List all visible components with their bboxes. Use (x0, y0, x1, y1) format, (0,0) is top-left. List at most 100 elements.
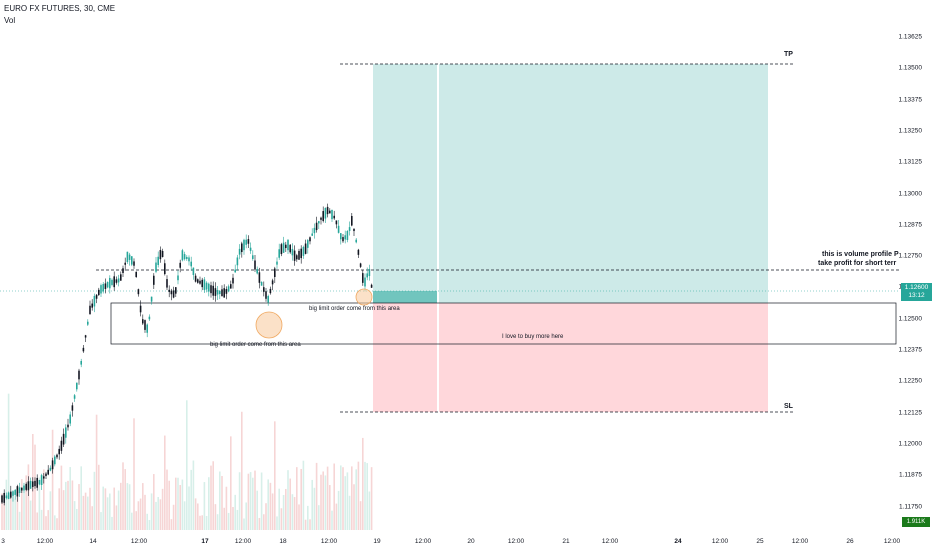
volume-bar (142, 483, 144, 530)
candle-body (219, 290, 221, 295)
time-tick: 12:00 (414, 538, 432, 545)
volume-bar (342, 467, 344, 530)
candle-body (370, 284, 373, 288)
candle-body (362, 273, 364, 283)
candle-body (241, 243, 243, 253)
symbol-title[interactable]: EURO FX FUTURES, 30, CME (4, 4, 116, 13)
candle-body (302, 246, 305, 256)
volume-bar (65, 481, 67, 530)
candle-body (27, 481, 30, 491)
bar-countdown: 13:12 (908, 292, 925, 299)
candle-body (40, 475, 43, 485)
candle-body (210, 285, 212, 294)
volume-bar (25, 475, 27, 530)
volume-profile-note-2[interactable]: take profit for short terr (818, 260, 897, 267)
volume-bar (113, 487, 115, 530)
limit-order-circle-1 (255, 311, 283, 339)
candle-body (245, 239, 247, 245)
candle-body (98, 289, 100, 295)
volume-bar (351, 466, 353, 530)
candle-body (192, 267, 195, 276)
candle-body (115, 279, 118, 283)
volume-bar (260, 472, 263, 530)
candle-body (278, 249, 280, 258)
candle-body (62, 433, 65, 445)
candle-body (155, 262, 157, 272)
candle-body (318, 221, 320, 224)
time-tick: 12:00 (234, 538, 252, 545)
tp-label[interactable]: TP (784, 51, 793, 58)
candle-body (216, 290, 219, 295)
volume-bar (23, 493, 25, 530)
candle-body (315, 222, 318, 231)
volume-bar (285, 488, 287, 530)
price-tick: 1.12125 (898, 409, 923, 417)
time-tick: 19 (373, 538, 381, 545)
candle-body (100, 285, 102, 294)
volume-bar (326, 466, 329, 530)
candle-body (45, 473, 47, 477)
price-tick: 1.12750 (898, 252, 923, 260)
candle-body (355, 239, 357, 243)
candle-body (348, 227, 351, 231)
volume-bar (137, 501, 140, 530)
candle-body (227, 286, 230, 292)
volume-bar (208, 477, 210, 530)
volume-bar (216, 514, 219, 530)
volume-bar (298, 504, 300, 530)
volume-bar (280, 508, 283, 530)
volume-bar (348, 495, 351, 530)
candle-body (21, 487, 23, 491)
volume-profile-note-1[interactable]: this is volume profile P (822, 251, 899, 258)
volume-bar (309, 519, 311, 530)
volume-bar (10, 494, 12, 530)
time-tick: 18 (279, 538, 287, 545)
volume-bar (76, 508, 78, 530)
candle-body (65, 427, 67, 438)
buy-more-note[interactable]: I love to buy more here (502, 334, 564, 340)
volume-bar (315, 462, 318, 530)
candle-body (252, 255, 254, 259)
candle-body (291, 248, 294, 256)
price-tick: 1.11750 (898, 503, 922, 510)
volume-bar (278, 488, 280, 530)
time-tick: 24 (674, 538, 682, 545)
volume-bar (91, 506, 93, 530)
candle-body (36, 477, 38, 488)
candle-body (177, 275, 179, 281)
volume-bar (117, 490, 120, 530)
limit-order-note-top[interactable]: big limit order come from this area (309, 306, 400, 312)
candle-body (168, 289, 170, 292)
candle-body (313, 227, 316, 234)
limit-order-note-bottom[interactable]: big limit order come from this area (210, 342, 301, 348)
volume-bar (335, 503, 338, 530)
candle-body (51, 460, 54, 470)
volume-bar (1, 493, 3, 530)
volume-bar (201, 515, 203, 530)
candle-body (5, 495, 8, 499)
candle-body (25, 483, 27, 490)
volume-bar (210, 465, 212, 530)
volume-bar (100, 512, 102, 530)
volume-bar (249, 472, 252, 530)
volume-bar (3, 502, 5, 530)
volume-bar (7, 393, 10, 530)
candle-body (340, 233, 342, 240)
volume-bar (320, 474, 322, 530)
candle-body (135, 271, 137, 278)
sl-label[interactable]: SL (784, 403, 793, 410)
volume-bar (126, 483, 129, 530)
volume-bar (120, 482, 122, 530)
candle-body (298, 250, 300, 260)
time-tick: 3 (1, 538, 5, 545)
volume-bar (183, 501, 186, 530)
price-tick: 1.13625 (898, 33, 923, 41)
volume-indicator-label[interactable]: Vol (4, 16, 16, 25)
price-tick: 1.13000 (898, 190, 923, 197)
candle-body (285, 244, 287, 249)
candle-body (282, 242, 285, 253)
volume-bar (254, 470, 256, 530)
candle-body (258, 272, 261, 283)
volume-bar (300, 468, 302, 530)
